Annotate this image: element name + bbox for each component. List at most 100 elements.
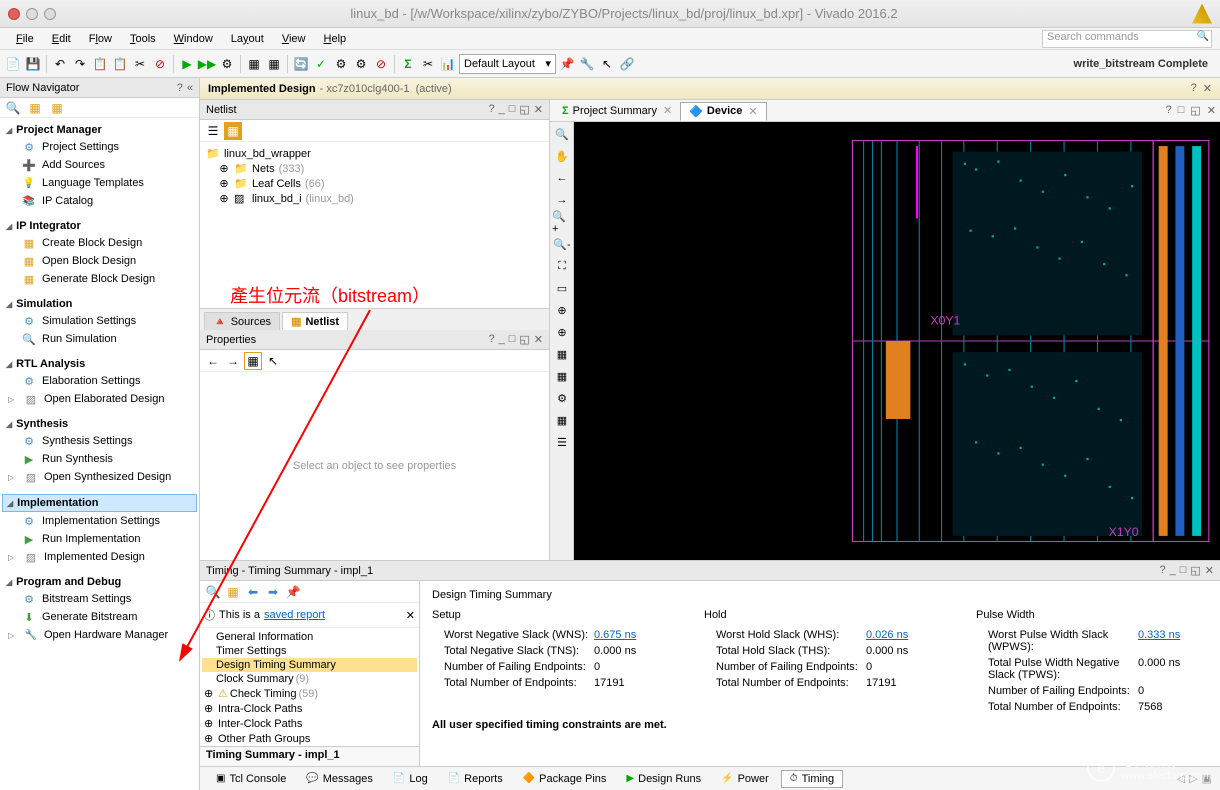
- tab-timing[interactable]: ⏱Timing: [781, 770, 843, 788]
- minimize-button[interactable]: [26, 8, 38, 20]
- tb-icon[interactable]: ✂: [419, 55, 437, 73]
- tab-sources[interactable]: 🔺Sources: [204, 312, 280, 330]
- nav-generate-bitstream[interactable]: Generate Bitstream: [2, 608, 197, 626]
- filter-icon[interactable]: ▦: [224, 122, 242, 140]
- nav-project-settings[interactable]: Project Settings: [2, 138, 197, 156]
- nav-open-block[interactable]: Open Block Design: [2, 252, 197, 270]
- tab-design-runs[interactable]: ▶Design Runs: [618, 771, 709, 787]
- nav-sim-settings[interactable]: Simulation Settings: [2, 312, 197, 330]
- tt-row[interactable]: ⊕Intra-Clock Paths: [202, 701, 417, 716]
- nav-run-synth[interactable]: Run Synthesis: [2, 450, 197, 468]
- expand-icon[interactable]: ⊕: [218, 162, 230, 175]
- tree-row[interactable]: ⊕📁Leaf Cells (66): [204, 176, 545, 191]
- close-icon[interactable]: ✕: [1207, 104, 1216, 117]
- tb-icon[interactable]: ▦: [552, 344, 572, 364]
- whs-link[interactable]: 0.026 ns: [866, 629, 908, 641]
- search-icon[interactable]: 🔍: [204, 583, 222, 601]
- menu-file[interactable]: File: [8, 31, 42, 47]
- timing-tab-label[interactable]: Timing Summary - impl_1: [200, 746, 419, 766]
- nav-run-sim[interactable]: 🔍Run Simulation: [2, 330, 197, 348]
- zoom-in-icon[interactable]: 🔍+: [552, 212, 572, 232]
- close-icon[interactable]: ✕: [534, 333, 543, 346]
- tb-icon[interactable]: ⚙: [352, 55, 370, 73]
- tb-icon[interactable]: ☰: [552, 432, 572, 452]
- tt-row[interactable]: ⊕Inter-Clock Paths: [202, 716, 417, 731]
- fwd-icon[interactable]: →: [224, 352, 242, 370]
- max-icon[interactable]: □: [1180, 564, 1187, 577]
- pointer-icon[interactable]: ↖: [598, 55, 616, 73]
- section-ip-integrator[interactable]: IP Integrator: [2, 218, 197, 234]
- cancel-icon[interactable]: ⊘: [151, 55, 169, 73]
- expand-icon[interactable]: ⊕: [204, 702, 216, 715]
- tree-icon[interactable]: ▦: [48, 99, 66, 117]
- tab-tcl[interactable]: ▣Tcl Console: [208, 771, 294, 787]
- max-icon[interactable]: □: [509, 333, 516, 346]
- tab-package-pins[interactable]: 🔶Package Pins: [515, 771, 615, 787]
- min-icon[interactable]: _: [499, 333, 505, 346]
- tb-icon[interactable]: 📌: [558, 55, 576, 73]
- nav-gen-block[interactable]: Generate Block Design: [2, 270, 197, 288]
- layout-combo[interactable]: Default Layout: [459, 54, 556, 74]
- back-icon[interactable]: ←: [204, 352, 222, 370]
- saved-report-link[interactable]: saved report: [264, 609, 325, 621]
- tb-icon[interactable]: 🔧: [578, 55, 596, 73]
- new-icon[interactable]: 📄: [4, 55, 22, 73]
- close-icon[interactable]: ✕: [1203, 82, 1212, 95]
- tab-device[interactable]: 🔷Device✕: [680, 102, 766, 121]
- close-icon[interactable]: ✕: [748, 105, 757, 118]
- min-icon[interactable]: _: [1170, 564, 1176, 577]
- nav-run-impl[interactable]: Run Implementation: [2, 530, 197, 548]
- restore-icon[interactable]: ◱: [519, 333, 529, 346]
- expand-icon[interactable]: ▷: [8, 631, 18, 640]
- expand-icon[interactable]: ▷: [8, 395, 18, 404]
- tt-row[interactable]: Clock Summary (9): [202, 672, 417, 686]
- menu-layout[interactable]: Layout: [223, 31, 272, 47]
- tab-power[interactable]: ⚡Power: [713, 771, 777, 787]
- tb-icon[interactable]: ⊕: [552, 322, 572, 342]
- collapse-icon[interactable]: «: [187, 82, 193, 94]
- arrow-icon[interactable]: →: [552, 190, 572, 210]
- tb-icon[interactable]: 🔗: [618, 55, 636, 73]
- menu-edit[interactable]: Edit: [44, 31, 79, 47]
- min-icon[interactable]: _: [499, 103, 505, 116]
- section-implementation[interactable]: Implementation: [2, 494, 197, 512]
- tb-icon[interactable]: ▦: [265, 55, 283, 73]
- close-icon[interactable]: ✕: [534, 103, 543, 116]
- nav-open-synth[interactable]: ▷Open Synthesized Design: [2, 468, 197, 486]
- tt-row[interactable]: General Information: [202, 630, 417, 644]
- tb-icon[interactable]: ▦: [552, 366, 572, 386]
- tb-icon[interactable]: 📊: [439, 55, 457, 73]
- redo-icon[interactable]: ↷: [71, 55, 89, 73]
- cut-icon[interactable]: ✂: [131, 55, 149, 73]
- nav-elab-settings[interactable]: Elaboration Settings: [2, 372, 197, 390]
- tb-icon[interactable]: ▦: [245, 55, 263, 73]
- tt-row-selected[interactable]: Design Timing Summary: [202, 658, 417, 672]
- select-icon[interactable]: ▭: [552, 278, 572, 298]
- menu-view[interactable]: View: [274, 31, 314, 47]
- nav-impl-design[interactable]: ▷Implemented Design: [2, 548, 197, 566]
- nav-impl-settings[interactable]: Implementation Settings: [2, 512, 197, 530]
- help-icon[interactable]: ?: [1166, 104, 1172, 117]
- tab-messages[interactable]: 💬Messages: [298, 771, 381, 787]
- close-button[interactable]: [8, 8, 20, 20]
- tb-icon[interactable]: ⚙: [552, 388, 572, 408]
- tt-row[interactable]: ⊕⚠Check Timing (59): [202, 686, 417, 701]
- restore-icon[interactable]: ◱: [519, 103, 529, 116]
- tt-row[interactable]: ⊕Other Path Groups: [202, 731, 417, 746]
- help-icon[interactable]: ?: [488, 103, 494, 116]
- section-simulation[interactable]: Simulation: [2, 296, 197, 312]
- pan-icon[interactable]: ✋: [552, 146, 572, 166]
- tb-icon[interactable]: ⊕: [552, 300, 572, 320]
- tree-root[interactable]: 📁linux_bd_wrapper: [204, 146, 545, 161]
- nav-ip-catalog[interactable]: IP Catalog: [2, 192, 197, 210]
- close-icon[interactable]: ✕: [663, 104, 672, 117]
- section-program[interactable]: Program and Debug: [2, 574, 197, 590]
- paste-icon[interactable]: 📋: [111, 55, 129, 73]
- save-icon[interactable]: 💾: [24, 55, 42, 73]
- run-step-icon[interactable]: ▶▶: [198, 55, 216, 73]
- wns-link[interactable]: 0.675 ns: [594, 629, 636, 641]
- restore-icon[interactable]: ◱: [1190, 104, 1200, 117]
- maximize-button[interactable]: [44, 8, 56, 20]
- fwd-icon[interactable]: ➡: [264, 583, 282, 601]
- run-icon[interactable]: ▶: [178, 55, 196, 73]
